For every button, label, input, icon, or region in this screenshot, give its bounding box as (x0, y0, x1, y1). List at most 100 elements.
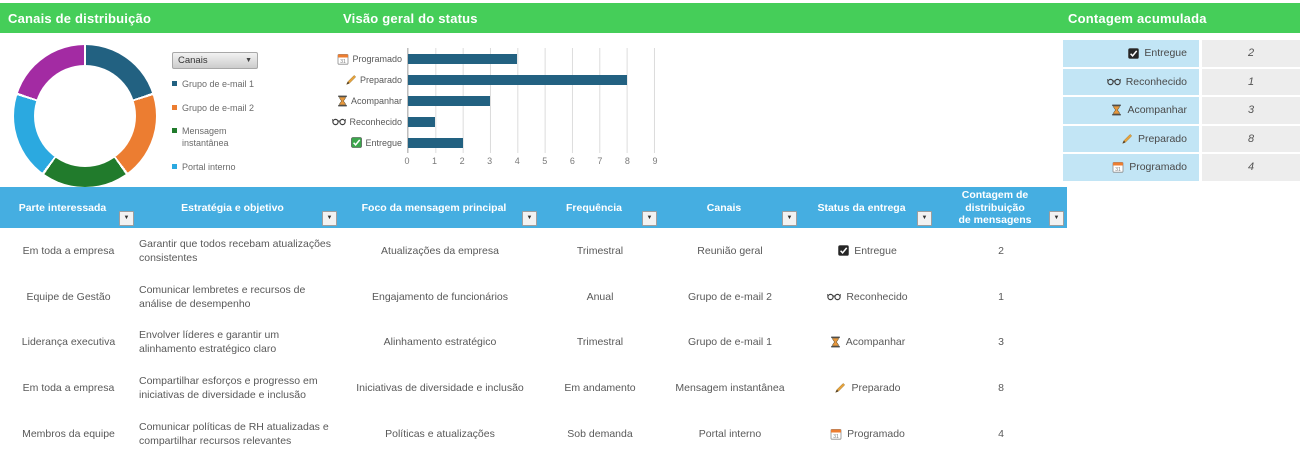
bar-category-label: 31 Programado (338, 48, 407, 69)
bar-track (407, 69, 655, 90)
filter-dropdown-button[interactable]: ▼ (1049, 210, 1064, 226)
accumulated-label-cell: Acompanhar (1063, 97, 1199, 124)
x-axis-tick-4: 4 (514, 156, 520, 166)
cell-stakeholder: Em toda a empresa (22, 244, 115, 257)
channels-filter-label: Canais (178, 55, 208, 66)
accumulated-value-cell: 4 (1202, 154, 1300, 181)
channels-filter-dropdown[interactable]: Canais ▼ (172, 52, 258, 69)
status-bar-chart: 31 Programado Preparado Acompanhar Reconh… (332, 48, 658, 172)
calendar-icon: 31 (830, 428, 842, 440)
filter-dropdown-button[interactable]: ▼ (917, 210, 932, 226)
channels-section-title: Canais de distribuição (8, 10, 152, 26)
bar-acompanhar (408, 95, 490, 106)
bar-row-programado: 31 Programado (338, 48, 655, 69)
cell-channel: Portal interno (698, 428, 762, 440)
x-axis-tick-9: 9 (652, 156, 658, 166)
x-axis-tick-1: 1 (432, 156, 438, 166)
accumulated-value-cell: 8 (1202, 125, 1300, 152)
accumulated-row-preparado: Preparado 8 (1063, 125, 1300, 152)
column-header-6: Contagem de distribuição de mensagens ▼ (935, 187, 1067, 229)
legend-item-label: Grupo de e-mail 1 (182, 79, 255, 89)
cell-strategy: Compartilhar esforços e progresso em ini… (139, 375, 318, 402)
glasses-icon (827, 292, 842, 301)
table-header-row: Parte interessada ▼ Estratégia e objetiv… (0, 187, 1067, 228)
dashboard-header-bar: Canais de distribuição Visão geral do st… (0, 3, 1300, 33)
cell-stakeholder: Em toda a empresa (22, 382, 115, 395)
count-section-title: Contagem acumulada (1068, 10, 1207, 26)
cell-count: 2 (998, 244, 1004, 257)
hourglass-icon (1111, 104, 1122, 116)
cell-count: 4 (998, 428, 1004, 440)
glasses-icon (332, 117, 347, 126)
checkbox-green-icon (351, 137, 363, 148)
bar-row-entregue: Entregue (343, 132, 655, 153)
bar-category-label: Reconhecido (332, 111, 407, 132)
cell-status: Preparado (800, 365, 935, 411)
table-row: Equipe de Gestão Comunicar lembretes e r… (0, 274, 1067, 320)
chevron-down-icon: ▼ (245, 57, 252, 64)
cell-stakeholder: Equipe de Gestão (26, 290, 111, 303)
column-header-2: Foco da mensagem principal ▼ (340, 187, 540, 229)
pencil-icon (345, 74, 357, 86)
filter-dropdown-button[interactable]: ▼ (522, 210, 537, 226)
cell-focus: Alinhamento estratégico (383, 336, 497, 349)
filter-dropdown-button[interactable]: ▼ (119, 210, 134, 226)
filter-dropdown-button[interactable]: ▼ (322, 210, 337, 226)
accumulated-label-cell: Reconhecido (1063, 68, 1199, 95)
channels-donut-chart (14, 45, 156, 187)
bar-row-reconhecido: Reconhecido (332, 111, 655, 132)
cell-frequency: Trimestral (576, 244, 624, 257)
cell-frequency: Em andamento (564, 382, 636, 395)
x-axis-tick-6: 6 (569, 156, 575, 166)
bar-category-label: Entregue (343, 132, 407, 153)
communication-table: Parte interessada ▼ Estratégia e objetiv… (0, 187, 1067, 457)
cell-focus: Atualizações da empresa (381, 244, 499, 257)
filter-dropdown-button[interactable]: ▼ (782, 210, 797, 226)
status-section-title: Visão geral do status (343, 10, 478, 26)
cell-channel: Reunião geral (697, 244, 763, 257)
cell-status: Entregue (800, 228, 935, 274)
cell-strategy: Comunicar políticas de RH atualizadas e … (139, 420, 329, 448)
cell-status: 31 Programado (800, 411, 935, 457)
bar-preparado (408, 74, 627, 85)
accumulated-label-cell: 31 Programado (1063, 154, 1199, 181)
cell-count: 3 (998, 336, 1004, 349)
bar-reconhecido (408, 116, 436, 127)
svg-text:31: 31 (341, 59, 347, 65)
accumulated-value-cell: 1 (1202, 68, 1300, 95)
cell-frequency: Trimestral (576, 336, 624, 349)
cell-frequency: Sob demanda (567, 428, 633, 440)
bar-category-label: Preparado (343, 69, 407, 90)
legend-item-3: Portal interno (172, 162, 280, 174)
svg-text:31: 31 (1115, 167, 1121, 173)
cell-count: 1 (998, 290, 1004, 303)
x-axis-tick-5: 5 (542, 156, 548, 166)
table-row: Em toda a empresa Garantir que todos rec… (0, 228, 1067, 274)
cell-channel: Mensagem instantânea (675, 382, 785, 395)
x-axis-tick-3: 3 (487, 156, 493, 166)
cell-focus: Iniciativas de diversidade e inclusão (356, 382, 524, 395)
channels-legend: Canais ▼ Grupo de e-mail 1 Grupo de e-ma… (172, 52, 280, 185)
accumulated-label-cell: Preparado (1063, 125, 1199, 152)
cell-status: Acompanhar (800, 320, 935, 366)
cell-strategy: Garantir que todos recebam atualizações … (139, 237, 332, 264)
x-axis-tick-2: 2 (459, 156, 465, 166)
calendar-icon: 31 (337, 53, 349, 65)
accumulated-row-reconhecido: Reconhecido 1 (1063, 68, 1300, 95)
donut-hole (34, 65, 136, 167)
column-header-4: Canais ▼ (660, 187, 800, 229)
legend-item-label: Mensagem instantânea (182, 126, 229, 149)
svg-text:31: 31 (833, 434, 839, 440)
legend-item-label: Grupo de e-mail 2 (182, 102, 255, 113)
bar-track (407, 90, 655, 111)
glasses-icon (1106, 77, 1121, 86)
cell-stakeholder: Membros da equipe (22, 428, 115, 440)
cell-frequency: Anual (586, 290, 614, 303)
cell-strategy: Comunicar lembretes e recursos de anális… (139, 283, 306, 310)
filter-dropdown-button[interactable]: ▼ (642, 210, 657, 226)
column-header-3: Frequência ▼ (540, 187, 660, 229)
legend-item-0: Grupo de e-mail 1 (172, 79, 280, 91)
legend-swatch-icon (172, 128, 177, 134)
calendar-icon: 31 (1112, 161, 1124, 173)
x-axis-tick-7: 7 (597, 156, 603, 166)
